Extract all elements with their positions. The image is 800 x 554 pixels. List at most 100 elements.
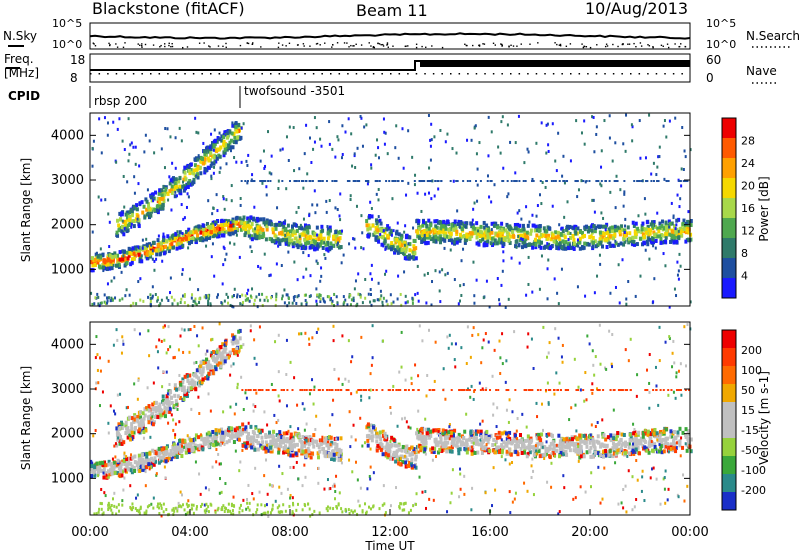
echo-cell [668,305,671,309]
echo-cell [419,180,422,183]
echo-cell [660,232,664,237]
echo-cell [141,422,145,427]
echo-cell [361,231,364,235]
nave-dot [484,73,486,75]
echo-cell [623,233,627,238]
echo-cell [123,258,127,263]
echo-cell [309,235,313,240]
echo-cell [207,439,211,444]
echo-cell [458,221,462,226]
echo-cell [507,297,510,301]
echo-cell [423,233,426,237]
echo-cell [524,236,528,241]
echo-cell [388,180,391,183]
echo-cell [141,210,145,215]
echo-cell [259,226,263,231]
echo-cell [257,235,261,240]
echo-cell [304,293,307,297]
echo-cell [686,439,690,444]
echo-cell [261,180,264,183]
echo-cell [334,206,337,210]
echo-cell [324,256,327,260]
echo-cell [443,440,447,445]
echo-cell [90,474,94,479]
echo-cell [426,180,429,183]
echo-cell [242,427,246,432]
echo-cell [510,180,513,183]
noise-search-dot [377,42,379,45]
echo-cell [494,231,498,236]
echo-cell [403,241,407,246]
echo-cell [679,230,683,235]
echo-cell [426,271,429,275]
echo-cell [590,228,594,233]
echo-cell [686,219,690,224]
echo-cell [313,240,317,245]
echo-cell [298,180,301,183]
noise-search-dot [604,45,607,48]
echo-cell [646,225,650,230]
echo-cell [664,222,668,227]
echo-cell [502,242,506,247]
echo-cell [155,208,159,213]
noise-search-dot [415,43,418,45]
echo-cell [396,221,399,225]
echo-cell [673,224,677,229]
echo-cell [239,196,242,200]
echo-cell [500,283,503,287]
nave-dot [235,73,238,75]
echo-cell [303,237,307,242]
echo-cell [102,475,106,480]
nave-dot [501,73,503,75]
echo-cell [609,291,612,295]
echo-cell [685,180,688,183]
echo-cell [450,445,454,450]
echo-cell [384,131,387,135]
echo-cell [191,170,195,175]
echo-cell [137,245,141,250]
echo-cell [269,439,273,444]
noise-search-dot [387,46,389,48]
echo-cell [158,457,162,462]
echo-cell [374,235,378,240]
echo-cell [238,255,241,259]
echo-cell [305,123,308,127]
echo-cell [221,342,225,347]
echo-cell [167,389,171,394]
echo-cell [436,180,439,183]
echo-cell [262,217,266,222]
noise-search-dot [186,46,189,48]
echo-cell [144,197,148,202]
echo-cell [624,224,627,228]
echo-cell [264,449,268,454]
echo-cell [197,376,201,381]
echo-cell [289,432,293,437]
echo-cell [332,235,336,240]
echo-cell [375,434,379,439]
echo-cell [385,180,388,183]
echo-cell [128,437,132,442]
echo-cell [131,246,135,251]
echo-cell [193,446,197,451]
echo-cell [502,250,505,254]
echo-cell [377,281,380,285]
echo-cell [645,180,648,183]
echo-cell [146,188,149,192]
echo-cell [169,395,173,400]
echo-cell [485,279,488,283]
echo-cell [641,180,644,183]
echo-cell [152,420,156,425]
echo-cell [201,447,205,452]
echo-cell [536,204,539,208]
echo-cell [478,229,482,234]
echo-cell [204,441,208,446]
echo-cell [562,246,566,251]
echo-cell [281,147,284,151]
echo-cell [166,401,170,406]
echo-cell [579,447,583,452]
echo-cell [534,242,538,247]
echo-cell [133,427,137,432]
echo-cell [187,303,190,307]
echo-cell [260,445,264,450]
echo-cell [473,437,477,442]
